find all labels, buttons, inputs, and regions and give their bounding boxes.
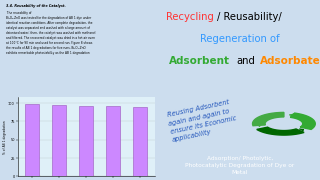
Bar: [25, 176, 40, 178]
Bar: [106, 176, 121, 178]
Polygon shape: [257, 127, 304, 135]
Polygon shape: [252, 112, 284, 126]
Bar: [133, 176, 148, 178]
Text: Reusing Adsorbent
again and again to
ensure its Economic
applicability: Reusing Adsorbent again and again to ens…: [166, 98, 239, 143]
Bar: [79, 106, 93, 176]
Text: and: and: [237, 56, 256, 66]
Bar: [25, 104, 39, 176]
Text: Adsorption/ Photolytic,
Photocatalytic Degradation of Dye or
Metal: Adsorption/ Photolytic, Photocatalytic D…: [185, 156, 295, 175]
Text: Adsorbent: Adsorbent: [170, 56, 230, 66]
Text: The reusability of
Bi₂O₃-ZnO was tested for the degradation of AB 1 dye under
id: The reusability of Bi₂O₃-ZnO was tested …: [6, 11, 96, 55]
Bar: [52, 105, 67, 176]
Bar: [133, 107, 148, 176]
Y-axis label: % of AB 1 degradation: % of AB 1 degradation: [3, 120, 7, 154]
Bar: [79, 176, 94, 178]
Bar: [52, 176, 67, 178]
Text: / Reusability/: / Reusability/: [217, 12, 282, 22]
Text: Regeneration of: Regeneration of: [200, 34, 280, 44]
Text: Adsorbate: Adsorbate: [260, 56, 320, 66]
Bar: [106, 106, 120, 176]
Text: Recycling: Recycling: [166, 12, 214, 22]
Polygon shape: [290, 113, 315, 129]
Text: 3.4. Reusability of the Catalyst.: 3.4. Reusability of the Catalyst.: [6, 4, 66, 8]
